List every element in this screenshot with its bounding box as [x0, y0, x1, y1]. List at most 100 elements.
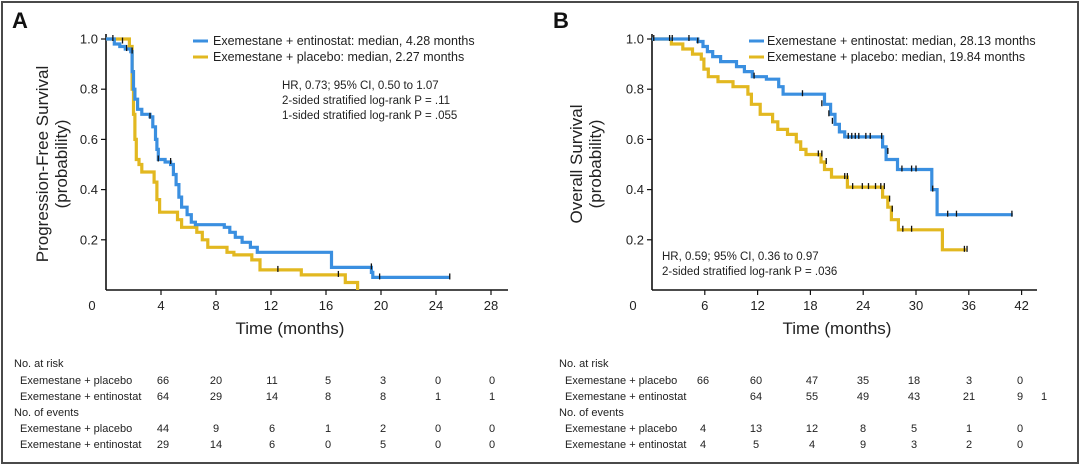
- panel-a-table-cell-events-placebo: 9: [213, 423, 219, 435]
- panel-a-annotation-2sided: 2-sided stratified log-rank P = .11: [282, 95, 450, 107]
- panel-b-events-heading: No. of events: [559, 407, 624, 419]
- panel-a-at-risk-label-entinostat: Exemestane + entinostat: [20, 391, 141, 403]
- panel-a-annotation-1sided: 1-sided stratified log-rank P = .055: [282, 110, 457, 122]
- panel-b-table-cell-events-entinostat: 4: [700, 439, 706, 451]
- panel-a-table-cell-at-risk-placebo: 3: [380, 375, 386, 387]
- panel-b-table-cell-at-risk-placebo: 35: [857, 375, 869, 387]
- panel-a-events-heading: No. of events: [14, 407, 79, 419]
- panel-b-at-risk-label-placebo: Exemestane + placebo: [565, 375, 677, 387]
- panel-b-x-tick-label: 36: [962, 298, 976, 313]
- panel-b-x-tick-label: 6: [701, 298, 708, 313]
- panel-b-table-cell-events-entinostat: 5: [753, 439, 759, 451]
- panel-a-table-cell-events-placebo: 0: [435, 423, 441, 435]
- panel-b-y-tick-label: 1.0: [626, 32, 644, 47]
- panel-b-table-cell-events-placebo: 1: [966, 423, 972, 435]
- panel-b-table-cell-at-risk-entinostat: 21: [963, 391, 975, 403]
- panel-a-annotation-hr: HR, 0.73; 95% CI, 0.50 to 1.07: [282, 80, 439, 92]
- panel-b-table-cell-at-risk-placebo: 0: [1017, 375, 1023, 387]
- panel-b-table-cell-events-entinostat: 4: [809, 439, 815, 451]
- panel-a-table-cell-events-placebo: 1: [325, 423, 331, 435]
- panel-a-table-cell-events-entinostat: 6: [269, 439, 275, 451]
- panel-a-table-cell-at-risk-placebo: 11: [266, 375, 277, 387]
- panel-a-y-tick-label: 0.2: [80, 232, 98, 247]
- panel-a-table-cell-at-risk-entinostat: 8: [325, 391, 331, 403]
- panel-b-table-cell-at-risk-entinostat: 9: [1017, 391, 1023, 403]
- panel-a-events-label-entinostat: Exemestane + entinostat: [20, 439, 141, 451]
- panel-a-table-cell-at-risk-entinostat: 14: [266, 391, 278, 403]
- panel-a-ylabel-line1: Progression-Free Survival: [33, 66, 52, 263]
- panel-a-table-cell-events-placebo: 2: [380, 423, 386, 435]
- panel-b-annotation-2sided: 2-sided stratified log-rank P = .036: [662, 266, 837, 278]
- panel-b-x-tick-label: 42: [1014, 298, 1028, 313]
- panel-b-x-tick-label: 30: [909, 298, 923, 313]
- plot-marks: 0 4 8 12 16 20 24 280.20.40.60.81.066 20 11 5 3 0 064…: [80, 32, 1047, 452]
- panel-a-table-cell-at-risk-entinostat: 29: [210, 391, 222, 403]
- panel-b: B Overall Survival (probability) Time (m…: [553, 8, 1036, 451]
- panel-b-table-cell-at-risk-entinostat: 49: [857, 391, 869, 403]
- panel-a-events-label-placebo: Exemestane + placebo: [20, 423, 132, 435]
- panel-a-table-cell-at-risk-placebo: 5: [325, 375, 331, 387]
- panel-b-y-tick-label: 0.4: [626, 182, 644, 197]
- panel-b-x-tick-label: 18: [803, 298, 817, 313]
- panel-a-table-cell-events-entinostat: 5: [380, 439, 386, 451]
- panel-a-ylabel-line2: (probability): [52, 120, 71, 209]
- panel-a-x-tick-label: 20: [374, 298, 388, 313]
- panel-a-y-tick-label: 1.0: [80, 32, 98, 47]
- panel-b-table-cell-events-placebo: 0: [1017, 423, 1023, 435]
- panel-a-table-cell-at-risk-placebo: 20: [210, 375, 222, 387]
- panel-a-at-risk-heading: No. at risk: [14, 358, 64, 370]
- panel-b-x-tick-label: 12: [750, 298, 764, 313]
- panel-a-table-cell-events-entinostat: 29: [157, 439, 169, 451]
- panel-a-letter: A: [12, 8, 28, 33]
- panel-b-table-cell-events-entinostat: 2: [966, 439, 972, 451]
- panel-b-annotation-hr: HR, 0.59; 95% CI, 0.36 to 0.97: [662, 251, 819, 263]
- panel-b-legend-placebo: Exemestane + placebo: median, 19.84 mont…: [767, 50, 1025, 64]
- panel-b-x-tick-label: 0: [629, 298, 636, 313]
- panel-b-table-cell-events-placebo: 13: [750, 423, 762, 435]
- panel-b-table-cell-events-entinostat: 9: [860, 439, 866, 451]
- panel-a-plot: 0 4 8 12 16 20 24 280.20.40.60.81.066 20 11 5 3 0 064…: [80, 32, 508, 451]
- panel-b-table-cell-events-placebo: 4: [700, 423, 706, 435]
- panel-b-plot: 0 6 12 18 24 30 36 420.20.40.60.81.066 60 47 35 18 3…: [626, 32, 1047, 452]
- panel-b-legend-entinostat: Exemestane + entinostat: median, 28.13 m…: [767, 34, 1036, 48]
- panel-a-table-cell-at-risk-placebo: 0: [489, 375, 495, 387]
- panel-a-table-cell-events-placebo: 0: [489, 423, 495, 435]
- panel-a-y-tick-label: 0.6: [80, 132, 98, 147]
- panel-a-legend-entinostat: Exemestane + entinostat: median, 4.28 mo…: [213, 34, 475, 48]
- panel-b-x-tick-label: 24: [856, 298, 870, 313]
- panel-a-table-cell-events-placebo: 44: [157, 423, 169, 435]
- panel-b-y-tick-label: 0.8: [626, 82, 644, 97]
- panel-b-table-cell-at-risk-placebo: 66: [697, 375, 709, 387]
- panel-b-table-cell-events-entinostat: 0: [1017, 439, 1023, 451]
- panel-a-table-cell-events-placebo: 6: [269, 423, 275, 435]
- panel-a-x-tick-label: 28: [484, 298, 498, 313]
- panel-b-table-cell-at-risk-entinostat: 64: [750, 391, 762, 403]
- panel-a-y-tick-label: 0.8: [80, 82, 98, 97]
- panel-b-table-cell-at-risk-entinostat: 55: [806, 391, 818, 403]
- panel-a-table-cell-at-risk-entinostat: 64: [157, 391, 169, 403]
- panel-b-table-cell-events-placebo: 5: [911, 423, 917, 435]
- panel-b-events-label-entinostat: Exemestane + entinostat: [565, 439, 686, 451]
- panel-b-curve-placebo: [652, 37, 967, 252]
- panel-a-x-tick-label: 0: [88, 298, 95, 313]
- panel-b-table-cell-events-placebo: 8: [860, 423, 866, 435]
- panel-a-xlabel: Time (months): [236, 319, 345, 338]
- panel-a: A Progression-Free Survival (probability…: [12, 8, 475, 451]
- panel-a-table-cell-at-risk-placebo: 66: [157, 375, 169, 387]
- panel-a-table-cell-at-risk-entinostat: 1: [435, 391, 441, 403]
- panel-b-events-label-placebo: Exemestane + placebo: [565, 423, 677, 435]
- panel-b-table-cell-at-risk-placebo: 60: [750, 375, 762, 387]
- panel-b-table-cell-at-risk-placebo: 3: [966, 375, 972, 387]
- panel-b-letter: B: [553, 8, 569, 33]
- panel-b-ylabel-line2: (probability): [586, 120, 605, 209]
- panel-b-y-tick-label: 0.6: [626, 132, 644, 147]
- panel-b-table-cell-at-risk-entinostat: 1: [1041, 391, 1047, 403]
- panel-b-table-cell-events-placebo: 12: [806, 423, 818, 435]
- panel-b-table-cell-at-risk-placebo: 47: [806, 375, 818, 387]
- panel-b-table-cell-at-risk-placebo: 18: [908, 375, 920, 387]
- panel-b-curve-entinostat: [652, 37, 1013, 217]
- panel-b-xlabel: Time (months): [783, 319, 892, 338]
- panel-b-at-risk-label-entinostat: Exemestane + entinostat: [565, 391, 686, 403]
- panel-a-table-cell-at-risk-entinostat: 1: [489, 391, 495, 403]
